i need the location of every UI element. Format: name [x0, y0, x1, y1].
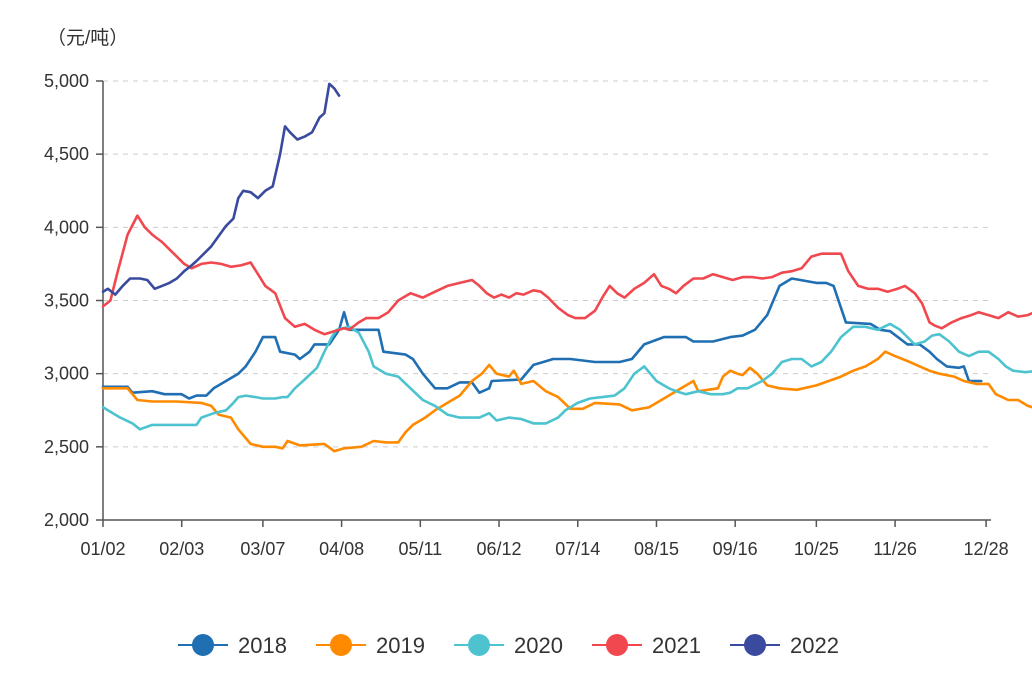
series-line-2019 — [101, 350, 1032, 453]
x-tick-label: 07/14 — [555, 539, 600, 559]
legend-item-2022[interactable]: 2022 — [730, 633, 839, 658]
grid-lines — [103, 80, 991, 448]
legend-label: 2022 — [790, 633, 839, 658]
x-tick-label: 05/11 — [398, 539, 442, 559]
y-tick-label: 3,000 — [44, 364, 89, 384]
axes: 2,000 2,500 3,000 3,500 4,000 4,500 5,000 01/02… — [44, 71, 1009, 559]
legend-marker — [468, 634, 490, 656]
series-line-2020 — [101, 322, 1032, 431]
legend-marker — [330, 634, 352, 656]
legend: 2018 2019 2020 2021 2022 — [178, 633, 839, 658]
y-axis-unit-label: （元/吨） — [47, 27, 128, 49]
legend-item-2019[interactable]: 2019 — [316, 633, 425, 658]
y-tick-label: 4,000 — [44, 217, 89, 237]
x-tick-label: 12/28 — [964, 539, 1009, 559]
legend-item-2018[interactable]: 2018 — [178, 633, 287, 658]
y-tick-label: 3,500 — [44, 291, 89, 311]
legend-label: 2021 — [652, 633, 701, 658]
y-tick-label: 2,500 — [44, 437, 89, 457]
x-tick-label: 01/02 — [80, 539, 125, 559]
x-tick-label: 02/03 — [159, 539, 204, 559]
legend-marker — [744, 634, 766, 656]
legend-marker — [606, 634, 628, 656]
series-lines — [101, 82, 1032, 453]
legend-label: 2018 — [238, 633, 287, 658]
y-tick-label: 5,000 — [44, 71, 89, 91]
series-line-2022 — [101, 82, 341, 296]
legend-label: 2019 — [376, 633, 425, 658]
series-line-2021 — [101, 214, 1032, 336]
x-tick-label: 11/26 — [873, 539, 917, 559]
legend-item-2020[interactable]: 2020 — [454, 633, 563, 658]
y-tick-label: 2,000 — [44, 510, 89, 530]
x-tick-label: 03/07 — [240, 539, 285, 559]
series-line-2018 — [101, 277, 983, 400]
legend-item-2021[interactable]: 2021 — [592, 633, 701, 658]
x-tick-label: 06/12 — [477, 539, 522, 559]
x-tick-label: 08/15 — [634, 539, 679, 559]
legend-label: 2020 — [514, 633, 563, 658]
x-tick-label: 04/08 — [319, 539, 364, 559]
legend-marker — [192, 634, 214, 656]
y-tick-label: 4,500 — [44, 144, 89, 164]
x-tick-label: 09/16 — [713, 539, 758, 559]
x-tick-label: 10/25 — [794, 539, 839, 559]
